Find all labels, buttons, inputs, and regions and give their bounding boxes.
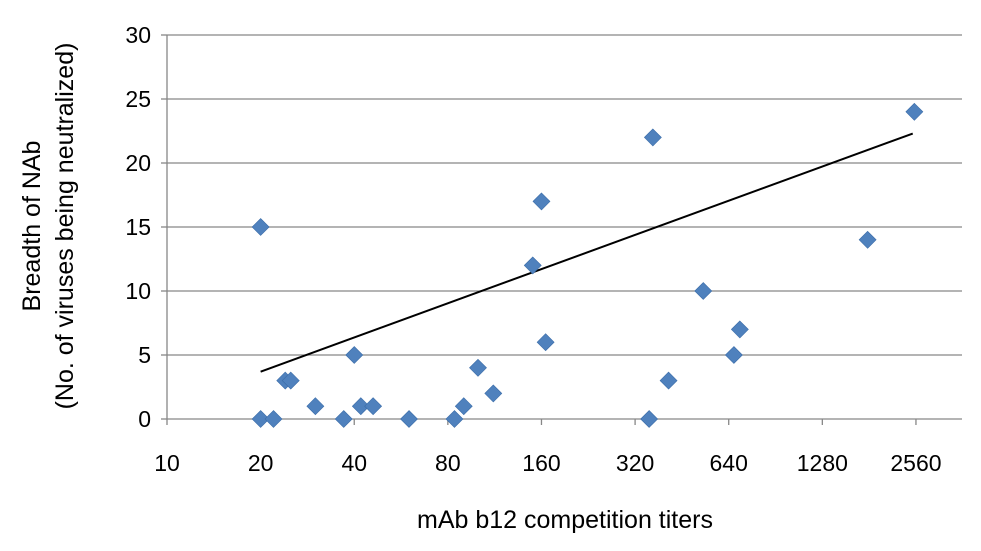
- data-point: [484, 384, 503, 403]
- data-point: [251, 218, 270, 236]
- data-points: [251, 102, 924, 428]
- data-point: [251, 410, 270, 428]
- y-tick-label: 20: [125, 150, 151, 176]
- x-tick-label: 320: [616, 450, 654, 476]
- x-tick-label: 20: [248, 450, 274, 476]
- gridlines: [167, 34, 962, 356]
- x-tick-label: 80: [435, 450, 461, 476]
- data-point: [858, 230, 877, 249]
- data-point: [264, 410, 283, 428]
- data-point: [345, 346, 364, 364]
- trendline-layer: [260, 132, 914, 373]
- x-tick-label: 2560: [890, 450, 941, 476]
- data-point: [694, 282, 713, 300]
- y-tick-label: 5: [138, 342, 151, 368]
- data-point: [532, 192, 551, 211]
- data-point: [523, 256, 542, 275]
- data-point: [281, 371, 300, 390]
- data-point: [730, 320, 749, 339]
- data-point: [351, 397, 370, 416]
- data-point: [536, 333, 555, 352]
- x-tick-label: 40: [341, 450, 367, 476]
- x-tick-label: 160: [522, 450, 560, 476]
- data-point: [400, 410, 418, 428]
- y-tick-label: 0: [138, 406, 151, 432]
- y-axis-title-line-1: Breadth of NAb: [18, 141, 46, 312]
- x-tick-label: 1280: [797, 450, 848, 476]
- data-point: [445, 410, 464, 428]
- y-tick-label: 25: [125, 86, 151, 112]
- data-point: [659, 371, 678, 390]
- x-tick-label: 640: [710, 450, 748, 476]
- data-point: [469, 358, 487, 377]
- y-tick-label: 30: [125, 22, 151, 48]
- data-point: [640, 410, 659, 428]
- data-point: [643, 128, 662, 147]
- data-point: [334, 410, 353, 428]
- tick-labels: 0 5 10 15 20 25 30 10 20 40 80 160 320 640 1280 2560: [125, 22, 941, 476]
- data-point: [724, 346, 743, 364]
- axes: [161, 34, 962, 425]
- x-tick-label: 10: [154, 450, 180, 476]
- y-axis-title-line-2: (No. of viruses being neutralized): [51, 43, 79, 410]
- data-point: [364, 397, 383, 416]
- data-point: [306, 397, 325, 416]
- trendline: [260, 132, 914, 373]
- x-axis-title: mAb b12 competition titers: [417, 506, 713, 534]
- y-tick-label: 10: [125, 278, 151, 304]
- data-point: [454, 397, 473, 416]
- data-point: [905, 102, 924, 121]
- y-tick-label: 15: [125, 214, 151, 240]
